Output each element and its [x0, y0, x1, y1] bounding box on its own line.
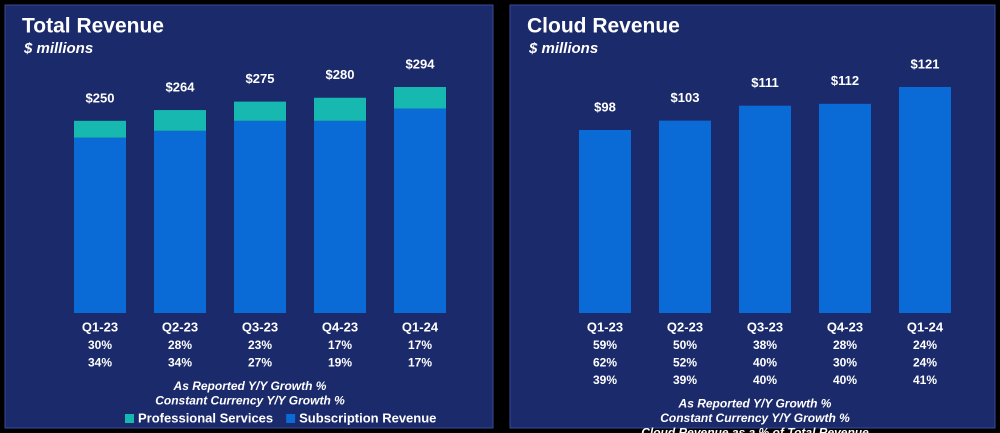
- bar-segment: [394, 108, 446, 314]
- row-value: 23%: [248, 338, 272, 352]
- chart-subtitle: $ millions: [528, 40, 598, 57]
- row-value: 34%: [168, 356, 192, 370]
- row-value: 24%: [913, 356, 937, 370]
- bar: [659, 120, 711, 313]
- row-value: 30%: [833, 356, 857, 370]
- row-value: 19%: [328, 356, 352, 370]
- x-tick-label: Q3-23: [747, 319, 783, 334]
- x-tick-label: Q3-23: [242, 319, 278, 334]
- bar: [739, 105, 791, 313]
- row-value: 52%: [673, 356, 697, 370]
- x-tick-label: Q2-23: [667, 319, 703, 334]
- row-value: 38%: [753, 338, 777, 352]
- legend-swatch: [125, 414, 134, 423]
- row-legend: As Reported Y/Y Growth %: [173, 379, 327, 393]
- bar-segment: [74, 137, 126, 313]
- value-label: $103: [671, 90, 700, 105]
- bar: [579, 129, 631, 313]
- bar: [899, 87, 951, 313]
- bar-segment: [154, 130, 206, 313]
- value-label: $112: [831, 73, 859, 88]
- bar-segment: [234, 101, 286, 121]
- row-value: 24%: [913, 338, 937, 352]
- bar-segment: [394, 87, 446, 109]
- x-tick-label: Q1-23: [82, 319, 118, 334]
- row-value: 27%: [248, 356, 272, 370]
- x-tick-label: Q1-23: [587, 319, 623, 334]
- row-value: 39%: [673, 373, 697, 387]
- bar-segment: [74, 120, 126, 138]
- legend-label: Subscription Revenue: [299, 410, 436, 425]
- row-legend: Constant Currency Y/Y Growth %: [155, 394, 345, 408]
- chart-subtitle: $ millions: [23, 40, 93, 57]
- chart-title: Cloud Revenue: [527, 15, 680, 38]
- value-label: $111: [751, 75, 779, 90]
- row-value: 41%: [913, 373, 937, 387]
- row-legend: Cloud Revenue as a % of Total Revenue: [641, 426, 869, 433]
- row-value: 62%: [593, 356, 617, 370]
- row-value: 40%: [833, 373, 857, 387]
- bar: [819, 103, 871, 314]
- x-tick-label: Q4-23: [827, 319, 863, 334]
- value-label: $121: [911, 56, 940, 71]
- value-label: $98: [594, 99, 616, 114]
- row-value: 40%: [753, 356, 777, 370]
- total-label: $280: [326, 67, 355, 82]
- row-value: 28%: [833, 338, 857, 352]
- legend-swatch: [286, 414, 296, 423]
- x-tick-label: Q1-24: [402, 319, 439, 334]
- chart-title: Total Revenue: [22, 15, 164, 38]
- total-label: $264: [166, 79, 196, 94]
- x-tick-label: Q2-23: [162, 319, 198, 334]
- x-tick-label: Q1-24: [907, 319, 944, 334]
- legend-label: Professional Services: [138, 410, 273, 425]
- row-value: 59%: [593, 338, 617, 352]
- row-value: 40%: [753, 373, 777, 387]
- bar-segment: [234, 120, 286, 314]
- row-value: 50%: [673, 338, 697, 352]
- x-tick-label: Q4-23: [322, 319, 358, 334]
- row-legend: As Reported Y/Y Growth %: [678, 397, 832, 411]
- total-label: $294: [406, 56, 436, 71]
- bar-segment: [154, 110, 206, 131]
- row-value: 30%: [88, 338, 112, 352]
- row-value: 34%: [88, 356, 112, 370]
- total-label: $275: [246, 71, 275, 86]
- total-label: $250: [86, 90, 115, 105]
- row-legend: Constant Currency Y/Y Growth %: [660, 411, 850, 425]
- row-value: 28%: [168, 338, 192, 352]
- row-value: 17%: [408, 338, 432, 352]
- row-value: 17%: [328, 338, 352, 352]
- row-value: 17%: [408, 356, 432, 370]
- bar-segment: [314, 97, 366, 121]
- bar-segment: [314, 120, 366, 314]
- row-value: 39%: [593, 373, 617, 387]
